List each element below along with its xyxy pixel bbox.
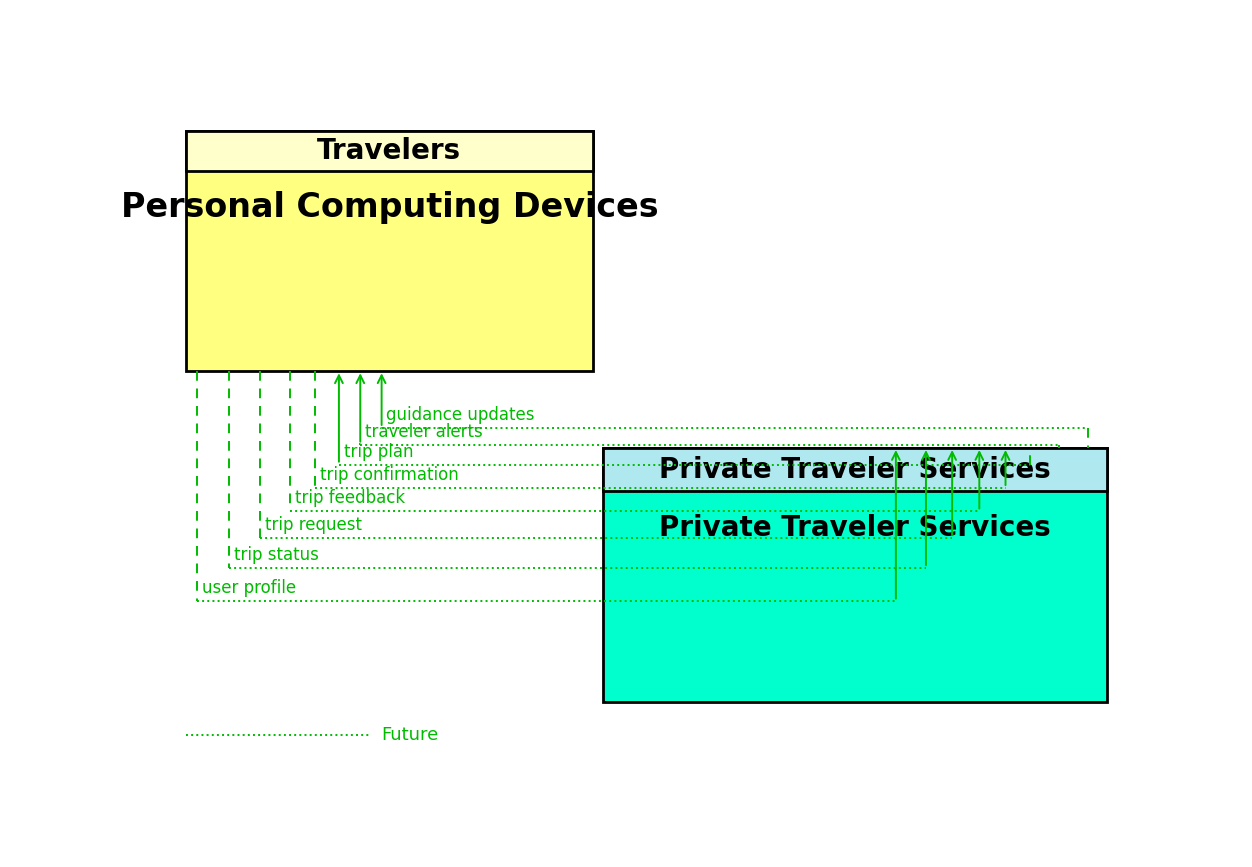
Text: user profile: user profile xyxy=(202,579,297,597)
FancyBboxPatch shape xyxy=(602,448,1107,492)
FancyBboxPatch shape xyxy=(185,131,593,371)
Text: trip feedback: trip feedback xyxy=(295,489,406,507)
Text: Personal Computing Devices: Personal Computing Devices xyxy=(120,191,659,224)
FancyBboxPatch shape xyxy=(185,131,593,171)
Text: trip status: trip status xyxy=(234,546,319,564)
Text: trip request: trip request xyxy=(265,516,362,534)
Text: Private Traveler Services: Private Traveler Services xyxy=(660,455,1050,484)
Text: traveler alerts: traveler alerts xyxy=(366,422,483,440)
Text: Travelers: Travelers xyxy=(317,137,462,165)
FancyBboxPatch shape xyxy=(602,448,1107,701)
Text: trip confirmation: trip confirmation xyxy=(319,466,458,484)
Text: guidance updates: guidance updates xyxy=(387,406,535,424)
Text: trip plan: trip plan xyxy=(344,442,413,460)
Text: Future: Future xyxy=(382,726,439,744)
Text: Private Traveler Services: Private Traveler Services xyxy=(660,514,1050,542)
